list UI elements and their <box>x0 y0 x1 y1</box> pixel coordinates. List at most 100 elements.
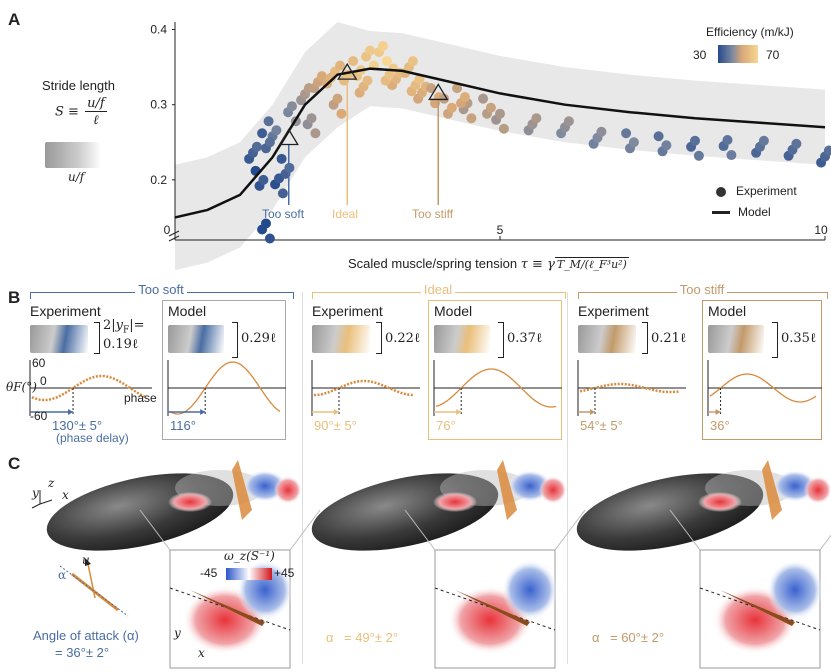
marker-label-too-soft: Too soft <box>262 207 305 221</box>
vorticity-label: ω_z(S⁻¹) <box>224 549 275 563</box>
group-title: Too soft <box>30 282 292 297</box>
amplitude-formula: 2|yF|= <box>103 318 145 336</box>
model-label: Model <box>434 303 473 319</box>
phase-delay-note: (phase delay) <box>56 431 129 445</box>
fish-wake-render <box>311 460 586 669</box>
experiment-point <box>257 128 268 139</box>
y-tick-label: 0.4 <box>150 23 167 37</box>
x-tick-label: 10 <box>814 223 828 237</box>
experiment-point <box>485 102 496 113</box>
amplitude-scale-bracket <box>232 322 238 358</box>
experiment-point <box>693 150 704 161</box>
model-phase-plot <box>433 360 562 416</box>
confidence-band <box>175 22 825 271</box>
x-axis-label: Scaled muscle/spring tension τ ≡ γ T_M/(ℓ… <box>348 256 629 272</box>
axis-y-label: y <box>32 486 39 500</box>
experiment-label: Experiment <box>312 303 383 319</box>
model-label: Model <box>168 303 207 319</box>
x-axis-label-sqrt: T_M/(ℓ_F³u²) <box>554 257 629 271</box>
stride-arrow-label: u/f <box>68 170 85 184</box>
stride-numerator: u/f <box>85 96 107 112</box>
model-line <box>174 67 826 219</box>
experiment-point <box>336 108 347 119</box>
fin-chord-icon <box>71 572 119 612</box>
stride-length-formula: S ≡ u/f ℓ <box>55 96 107 128</box>
experiment-point <box>310 128 321 139</box>
theta-tick-60: 60 <box>32 356 46 370</box>
axes-triad-icon <box>31 490 53 509</box>
experiment-point <box>264 233 275 244</box>
experiment-point <box>362 75 373 86</box>
colorbar-min: 30 <box>693 48 707 62</box>
experiment-point <box>791 138 802 149</box>
experiment-point <box>596 126 607 137</box>
panel-a-letter: A <box>8 10 21 29</box>
experiment-point <box>653 131 664 142</box>
vector-alpha-label: α <box>58 568 67 582</box>
fin-motion-thumbnail <box>434 325 490 353</box>
experiment-point <box>758 135 769 146</box>
divider-1 <box>302 292 303 664</box>
fin-motion-thumbnail <box>578 325 636 353</box>
stride-symbol: S ≡ <box>55 104 79 120</box>
experiment-point <box>426 83 437 94</box>
triangle-marker-icon <box>428 83 449 101</box>
experiment-point <box>726 150 737 161</box>
panel-c-letter: C <box>8 454 21 473</box>
experiment-point <box>439 93 450 104</box>
experiment-point <box>621 128 632 139</box>
fish-wake-render <box>576 460 831 669</box>
vortex-red-2 <box>274 476 302 504</box>
vorticity-max: +45 <box>274 566 295 580</box>
panel-b-letter: B <box>8 288 21 307</box>
legend-dot-icon <box>716 186 726 197</box>
vortex-red <box>433 492 477 512</box>
colorbar-title: Efficiency (m/kJ) <box>706 25 794 39</box>
phase-delay-value: 90°± 5° <box>314 418 357 433</box>
model-phase-plot <box>167 360 286 416</box>
legend-model: Model <box>712 205 771 219</box>
experiment-point <box>276 153 287 164</box>
stride-denominator: ℓ <box>93 113 99 128</box>
fin-angle-curve <box>435 368 557 408</box>
experiment-phase-plot <box>311 360 420 416</box>
experiment-point <box>388 63 399 74</box>
model-box <box>162 300 286 440</box>
fin-angle-curve <box>169 361 281 415</box>
experiment-point <box>306 113 317 124</box>
group-title: Ideal <box>312 282 564 297</box>
experiment-point <box>332 93 343 104</box>
vortex-red-2 <box>804 476 831 504</box>
inset-y-label: y <box>174 626 181 640</box>
fin-section-icon <box>190 590 265 626</box>
amplitude-value: 0.29ℓ <box>241 331 277 346</box>
experiment-point <box>478 93 489 104</box>
fin-angle-curve <box>31 374 147 402</box>
theta-tick-neg60: -60 <box>30 409 48 423</box>
fin-motion-thumbnail <box>30 325 88 353</box>
fin-motion-thumbnail <box>168 325 224 353</box>
vector-u-label: u <box>82 553 90 567</box>
fin-angle-curve <box>579 382 681 394</box>
vorticity-colorbar <box>226 568 272 580</box>
angle-ideal-value: = 49°± 2° <box>344 630 399 645</box>
experiment-point <box>316 71 327 82</box>
experiment-point <box>661 140 672 151</box>
stride-length-label: Stride length <box>42 78 115 93</box>
amplitude-scale-bracket <box>498 322 504 358</box>
legend-line-icon <box>712 211 730 215</box>
experiment-point <box>263 116 274 127</box>
experiment-phase-plot <box>29 360 152 416</box>
fin-section-icon <box>720 590 795 626</box>
y-tick-label: 0.3 <box>150 98 167 112</box>
experiment-point <box>264 137 275 148</box>
experiment-phase-plot <box>577 360 686 416</box>
axis-x-label: x <box>62 488 69 502</box>
amplitude-value: 0.37ℓ <box>507 331 543 346</box>
fin-motion-thumbnail <box>708 325 764 353</box>
experiment-point <box>365 45 375 56</box>
amplitude-formula-value: 0.19ℓ <box>103 336 139 352</box>
experiment-point <box>495 108 505 119</box>
legend-experiment: Experiment <box>716 184 797 198</box>
angle-stiff-label: α <box>592 630 600 645</box>
